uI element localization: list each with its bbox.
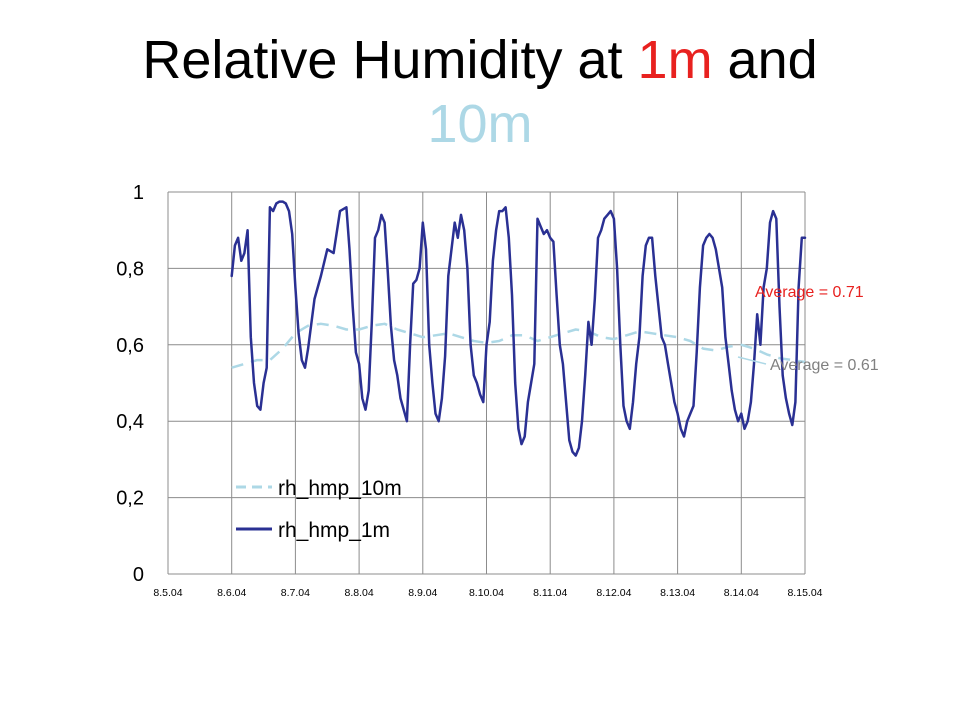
y-tick-label: 0,4 xyxy=(116,411,144,433)
grid xyxy=(167,191,806,575)
x-tick-label: 8.15.04 xyxy=(787,587,822,599)
x-tick-label: 8.11.04 xyxy=(533,587,567,599)
annotation-average-10m: Average = 0.61 xyxy=(770,357,879,374)
x-axis-ticks: 8.5.04 8.6.04 8.7.04 8.8.04 8.9.04 8.10.04 8.1… xyxy=(153,587,822,599)
title-1m: 1m xyxy=(637,30,713,90)
legend: rh_hmp_10m rh_hmp_1m xyxy=(236,477,402,542)
annotations: Average = 0.71 Average = 0.61 xyxy=(737,284,879,374)
y-tick-label: 0,2 xyxy=(116,488,144,510)
title-10m: 10m xyxy=(427,94,533,154)
y-axis-ticks: 0 0,2 0,4 0,6 0,8 1 xyxy=(116,182,144,586)
y-tick-label: 1 xyxy=(133,182,144,204)
x-tick-label: 8.7.04 xyxy=(281,587,310,599)
x-tick-label: 8.8.04 xyxy=(344,587,373,599)
legend-label: rh_hmp_10m xyxy=(278,477,402,500)
series-line-rh_hmp_1m xyxy=(230,200,807,457)
title-part1: Relative Humidity at xyxy=(142,30,638,90)
x-tick-label: 8.14.04 xyxy=(724,587,759,599)
title-part3: and xyxy=(712,30,818,90)
slide-title: Relative Humidity at 1m and 10m xyxy=(0,28,960,156)
series-line-rh_hmp_10m xyxy=(231,322,806,369)
legend-label: rh_hmp_1m xyxy=(278,519,390,542)
series-lines xyxy=(230,200,807,457)
x-tick-label: 8.9.04 xyxy=(408,587,437,599)
x-tick-label: 8.6.04 xyxy=(217,587,246,599)
x-tick-label: 8.12.04 xyxy=(596,587,631,599)
x-tick-label: 8.13.04 xyxy=(660,587,695,599)
y-tick-label: 0,6 xyxy=(116,335,144,357)
x-tick-label: 8.10.04 xyxy=(469,587,504,599)
annotation-leader-line xyxy=(737,356,767,365)
y-tick-label: 0,8 xyxy=(116,258,144,280)
annotation-average-1m: Average = 0.71 xyxy=(755,284,864,301)
y-tick-label: 0 xyxy=(133,564,144,586)
x-tick-label: 8.5.04 xyxy=(153,587,182,599)
